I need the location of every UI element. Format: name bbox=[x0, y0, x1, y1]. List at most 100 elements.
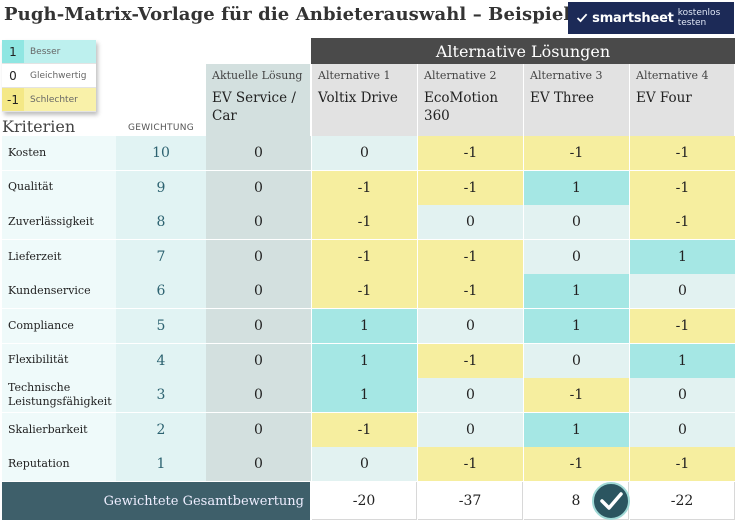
alternative-3-score-cell: -1 bbox=[524, 447, 629, 482]
criterion-cell: Qualität bbox=[2, 170, 116, 205]
alternative-3-score-cell: 0 bbox=[524, 205, 629, 240]
criterion-cell: Reputation bbox=[2, 447, 116, 482]
legend: 1 Besser 0 Gleichwertig -1 Schlechter bbox=[2, 40, 96, 112]
weight-cell: 2 bbox=[116, 412, 206, 447]
criterion-cell: Flexibilität bbox=[2, 343, 116, 378]
alternative-3-score-cell: 1 bbox=[524, 170, 629, 205]
current-solution-cell: 0 bbox=[206, 412, 311, 447]
current-solution-cell: 0 bbox=[206, 309, 311, 343]
alternative-1-score-cell: 1 bbox=[312, 309, 417, 343]
alternative-2-score-cell: 0 bbox=[418, 205, 523, 240]
criterion-cell: Lieferzeit bbox=[2, 239, 116, 274]
table-row: Qualität 9 0 -1 -1 1 -1 bbox=[2, 170, 735, 206]
alternative-1-score-cell: -1 bbox=[312, 170, 417, 205]
alternative-2-score-cell: -1 bbox=[418, 343, 523, 378]
alternative-1-score-cell: -1 bbox=[312, 239, 417, 274]
table-row: Compliance 5 0 1 0 1 -1 bbox=[2, 309, 735, 344]
current-solution-cell: 0 bbox=[206, 274, 311, 309]
total-alternative-2: -37 bbox=[418, 482, 523, 520]
alternative-4-score-cell: -1 bbox=[630, 447, 735, 482]
weight-cell: 10 bbox=[116, 136, 206, 170]
criteria-header: Kriterien bbox=[2, 117, 76, 136]
weighted-total-label: Gewichtete Gesamtbewertung bbox=[2, 482, 310, 520]
alternative-2-score-cell: 0 bbox=[418, 412, 523, 447]
checkmark-badge-icon bbox=[592, 482, 630, 520]
alternative-4-score-cell: 1 bbox=[630, 239, 735, 274]
alternative-4-score-cell: -1 bbox=[630, 309, 735, 343]
alternative-2-score-cell: -1 bbox=[418, 274, 523, 309]
weight-cell: 8 bbox=[116, 205, 206, 240]
table-row: Technische Leistungsfähigkeit 3 0 1 0 -1 0 bbox=[2, 378, 735, 413]
alternative-label: Alternative 3 bbox=[530, 69, 603, 82]
alternative-4-score-cell: -1 bbox=[630, 205, 735, 240]
alternative-4-score-cell: -1 bbox=[630, 170, 735, 205]
alternative-2-score-cell: -1 bbox=[418, 136, 523, 170]
alternative-1-header: Alternative 1 Voltix Drive bbox=[312, 64, 418, 136]
weight-cell: 4 bbox=[116, 343, 206, 378]
alternative-3-score-cell: 1 bbox=[524, 309, 629, 343]
alternative-1-score-cell: 1 bbox=[312, 343, 417, 378]
weight-cell: 3 bbox=[116, 378, 206, 413]
alternative-4-score-cell: 0 bbox=[630, 378, 735, 413]
alternative-1-score-cell: 0 bbox=[312, 447, 417, 482]
weight-cell: 7 bbox=[116, 239, 206, 274]
table-row: Zuverlässigkeit 8 0 -1 0 0 -1 bbox=[2, 205, 735, 240]
current-solution-cell: 0 bbox=[206, 205, 311, 240]
page-title: Pugh-Matrix-Vorlage für die Anbieterausw… bbox=[4, 4, 571, 25]
weight-cell: 9 bbox=[116, 170, 206, 205]
current-solution-cell: 0 bbox=[206, 343, 311, 378]
weight-cell: 1 bbox=[116, 447, 206, 482]
alternative-2-score-cell: 0 bbox=[418, 378, 523, 413]
current-solution-cell: 0 bbox=[206, 170, 311, 205]
alternative-2-score-cell: -1 bbox=[418, 239, 523, 274]
weight-header: GEWICHTUNG bbox=[127, 123, 195, 133]
legend-item-better: 1 Besser bbox=[2, 40, 96, 64]
smartsheet-trial-banner[interactable]: smartsheet kostenlos testen bbox=[568, 2, 734, 34]
alternative-4-score-cell: -1 bbox=[630, 136, 735, 170]
table-row: Lieferzeit 7 0 -1 -1 0 1 bbox=[2, 239, 735, 275]
legend-label: Gleichwertig bbox=[30, 70, 87, 81]
criterion-cell: Kundenservice bbox=[2, 274, 116, 309]
weight-cell: 6 bbox=[116, 274, 206, 309]
alternative-3-score-cell: -1 bbox=[524, 136, 629, 170]
table-row: Kosten 10 0 0 -1 -1 -1 bbox=[2, 136, 735, 171]
alternative-name: EcoMotion 360 bbox=[424, 90, 499, 125]
weight-cell: 5 bbox=[116, 309, 206, 343]
alternative-1-score-cell: 0 bbox=[312, 136, 417, 170]
alternative-4-score-cell: 0 bbox=[630, 412, 735, 447]
alternative-3-score-cell: 0 bbox=[524, 239, 629, 274]
table-row: Reputation 1 0 0 -1 -1 -1 bbox=[2, 447, 735, 482]
alternative-label: Alternative 4 bbox=[636, 69, 709, 82]
alternative-3-score-cell: 0 bbox=[524, 343, 629, 378]
legend-label: Besser bbox=[30, 46, 61, 57]
alternative-1-score-cell: -1 bbox=[312, 412, 417, 447]
current-solution-cell: 0 bbox=[206, 447, 311, 482]
current-solution-name: EV Service / Car bbox=[212, 90, 296, 125]
alternative-2-header: Alternative 2 EcoMotion 360 bbox=[418, 64, 524, 136]
alternative-1-score-cell: 1 bbox=[312, 378, 417, 413]
table-row: Flexibilität 4 0 1 -1 0 1 bbox=[2, 343, 735, 379]
free-trial-text: kostenlos testen bbox=[677, 8, 721, 28]
legend-item-equal: 0 Gleichwertig bbox=[2, 64, 96, 88]
alternative-2-score-cell: -1 bbox=[418, 447, 523, 482]
alternative-3-score-cell: -1 bbox=[524, 378, 629, 413]
alternative-3-score-cell: 1 bbox=[524, 412, 629, 447]
alternative-1-score-cell: -1 bbox=[312, 205, 417, 240]
criterion-cell: Skalierbarkeit bbox=[2, 412, 116, 447]
alternatives-banner: Alternative Lösungen bbox=[311, 38, 735, 64]
criterion-cell: Zuverlässigkeit bbox=[2, 205, 116, 240]
current-solution-cell: 0 bbox=[206, 239, 311, 274]
alternative-label: Alternative 2 bbox=[424, 69, 497, 82]
current-solution-cell: 0 bbox=[206, 136, 311, 170]
legend-key: 1 bbox=[2, 40, 24, 63]
alternative-2-score-cell: 0 bbox=[418, 309, 523, 343]
total-alternative-4: -22 bbox=[630, 482, 735, 520]
criterion-cell: Technische Leistungsfähigkeit bbox=[2, 378, 116, 413]
smartsheet-logo-text: smartsheet bbox=[592, 10, 674, 26]
legend-label: Schlechter bbox=[30, 94, 78, 105]
alternative-name: EV Four bbox=[636, 90, 692, 106]
current-solution-cell: 0 bbox=[206, 378, 311, 413]
table-row: Skalierbarkeit 2 0 -1 0 1 0 bbox=[2, 412, 735, 448]
legend-key: 0 bbox=[9, 68, 17, 83]
alternative-label: Alternative 1 bbox=[318, 69, 391, 82]
